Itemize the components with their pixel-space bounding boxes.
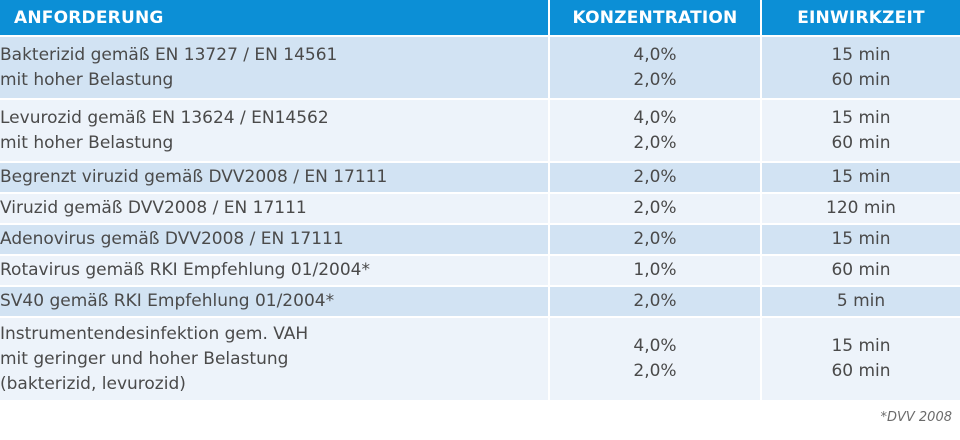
table-row: Instrumentendesinfektion gem. VAH mit ge… xyxy=(0,316,960,400)
exposure-time-value: 15 min xyxy=(831,336,891,356)
requirement-cell: Rotavirus gemäß RKI Empfehlung 01/2004* xyxy=(0,254,550,286)
exposure-time-cell: 15 min 60 min xyxy=(761,98,960,162)
disinfection-spec-table: ANFORDERUNG KONZENTRATION EINWIRKZEIT Ba… xyxy=(0,0,960,400)
table-row: Adenovirus gemäß DVV2008 / EN 17111 2,0%… xyxy=(0,223,960,255)
footnote: *DVV 2008 xyxy=(880,410,952,425)
exposure-time-value: 60 min xyxy=(831,132,891,153)
requirement-line: Bakterizid gemäß EN 13727 / EN 14561 xyxy=(0,44,338,65)
exposure-time-cell: 15 min xyxy=(761,223,960,255)
table-row: Begrenzt viruzid gemäß DVV2008 / EN 1711… xyxy=(0,161,960,193)
table-row: Bakterizid gemäß EN 13727 / EN 14561 mit… xyxy=(0,35,960,99)
table-row: Viruzid gemäß DVV2008 / EN 17111 2,0% 12… xyxy=(0,192,960,224)
exposure-time-cell: 60 min xyxy=(761,254,960,286)
exposure-time-value: 60 min xyxy=(831,69,891,90)
requirement-cell: Instrumentendesinfektion gem. VAH mit ge… xyxy=(0,316,550,400)
exposure-time-cell: 5 min xyxy=(761,285,960,317)
concentration-value: 2,0% xyxy=(633,132,677,153)
table-row: SV40 gemäß RKI Empfehlung 01/2004* 2,0% … xyxy=(0,285,960,317)
exposure-time-cell: 15 min 60 min xyxy=(761,35,960,99)
concentration-cell: 2,0% xyxy=(549,285,762,317)
concentration-value: 4,0% xyxy=(633,336,677,356)
concentration-cell: 4,0% 2,0% xyxy=(549,35,762,99)
table-header: ANFORDERUNG KONZENTRATION EINWIRKZEIT xyxy=(0,0,960,36)
requirement-cell: Adenovirus gemäß DVV2008 / EN 17111 xyxy=(0,223,550,255)
concentration-cell: 1,0% xyxy=(549,254,762,286)
header-requirement: ANFORDERUNG xyxy=(0,0,550,36)
exposure-time-value: 60 min xyxy=(831,361,891,381)
table-row: Levurozid gemäß EN 13624 / EN14562 mit h… xyxy=(0,98,960,162)
header-row: ANFORDERUNG KONZENTRATION EINWIRKZEIT xyxy=(0,0,960,36)
header-exposure-time: EINWIRKZEIT xyxy=(761,0,960,36)
requirement-cell: Bakterizid gemäß EN 13727 / EN 14561 mit… xyxy=(0,35,550,99)
exposure-time-cell: 15 min 60 min xyxy=(761,316,960,400)
concentration-cell: 2,0% xyxy=(549,192,762,224)
requirement-line: Levurozid gemäß EN 13624 / EN14562 xyxy=(0,107,329,128)
exposure-time-value: 15 min xyxy=(831,107,891,128)
concentration-cell: 4,0% 2,0% xyxy=(549,98,762,162)
requirement-cell: SV40 gemäß RKI Empfehlung 01/2004* xyxy=(0,285,550,317)
requirement-line: mit hoher Belastung xyxy=(0,69,174,90)
disinfection-spec-table-container: ANFORDERUNG KONZENTRATION EINWIRKZEIT Ba… xyxy=(0,0,960,425)
requirement-cell: Viruzid gemäß DVV2008 / EN 17111 xyxy=(0,192,550,224)
requirement-line: mit geringer und hoher Belastung xyxy=(0,348,289,369)
concentration-value: 4,0% xyxy=(633,44,677,65)
concentration-value: 4,0% xyxy=(633,107,677,128)
concentration-cell: 2,0% xyxy=(549,161,762,193)
requirement-line: mit hoher Belastung xyxy=(0,132,174,153)
concentration-value: 2,0% xyxy=(633,361,677,381)
table-row: Rotavirus gemäß RKI Empfehlung 01/2004* … xyxy=(0,254,960,286)
exposure-time-cell: 15 min xyxy=(761,161,960,193)
concentration-cell: 2,0% xyxy=(549,223,762,255)
requirement-line: Instrumentendesinfektion gem. VAH xyxy=(0,323,309,344)
exposure-time-cell: 120 min xyxy=(761,192,960,224)
table-body: Bakterizid gemäß EN 13727 / EN 14561 mit… xyxy=(0,35,960,400)
requirement-line: (bakterizid, levurozid) xyxy=(0,373,186,394)
requirement-cell: Begrenzt viruzid gemäß DVV2008 / EN 1711… xyxy=(0,161,550,193)
concentration-value: 2,0% xyxy=(633,69,677,90)
exposure-time-value: 15 min xyxy=(831,44,891,65)
requirement-cell: Levurozid gemäß EN 13624 / EN14562 mit h… xyxy=(0,98,550,162)
header-concentration: KONZENTRATION xyxy=(549,0,762,36)
concentration-cell: 4,0% 2,0% xyxy=(549,316,762,400)
